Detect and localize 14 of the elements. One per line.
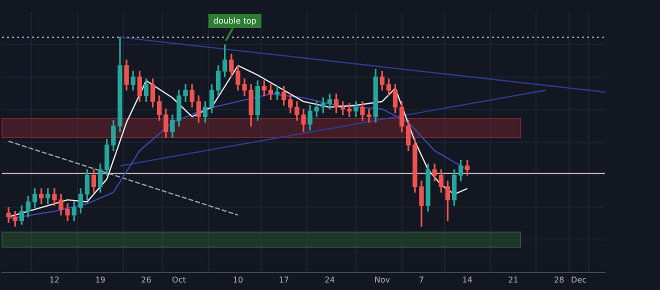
x-tick-label: 28 <box>554 275 564 284</box>
x-tick-label: Nov <box>374 275 390 284</box>
x-tick-label: 10 <box>232 275 244 284</box>
x-tick-label: 24 <box>324 275 335 284</box>
annotation: double top <box>213 16 256 26</box>
x-tick-label: 17 <box>278 275 289 284</box>
x-tick-label: 12 <box>49 275 60 284</box>
x-tick-label: Oct <box>172 275 186 284</box>
x-tick-label: 19 <box>95 275 106 284</box>
x-tick-label: 26 <box>141 275 152 284</box>
x-tick-label: 21 <box>508 275 518 284</box>
x-tick-label: 14 <box>462 275 472 284</box>
x-tick-label: Dec <box>571 275 587 284</box>
x-tick-label: 7 <box>418 275 424 284</box>
